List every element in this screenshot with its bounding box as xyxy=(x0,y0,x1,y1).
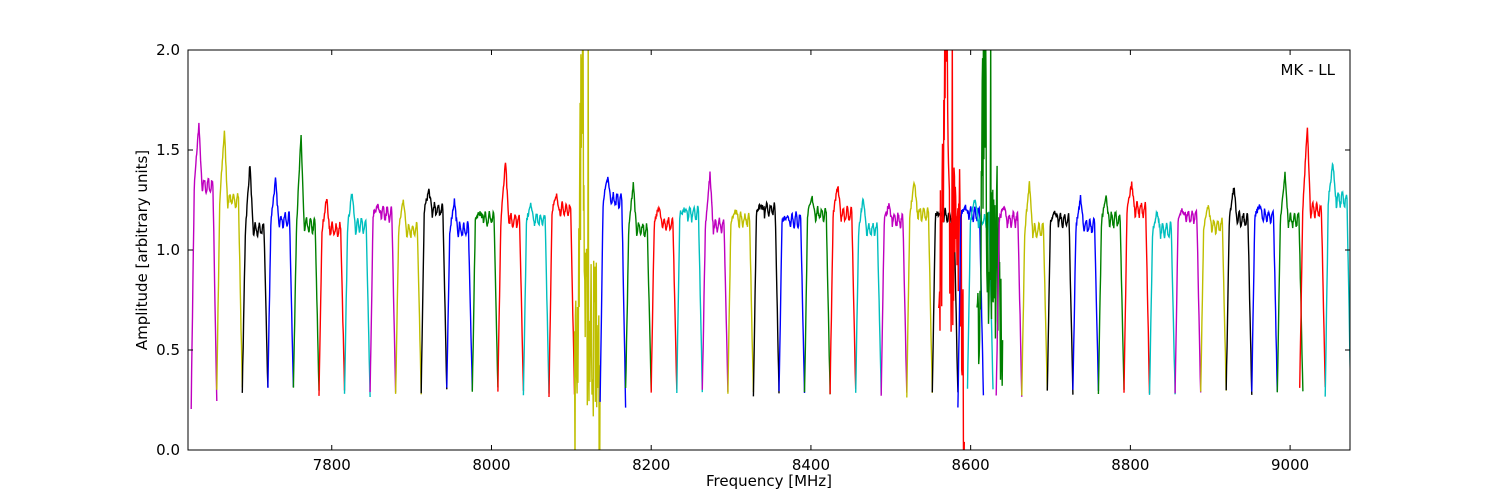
channel-series-line-14 xyxy=(548,193,576,398)
channel-series-line-15 xyxy=(573,50,601,450)
channel-series-line-22 xyxy=(752,200,780,397)
channel-series-line-9 xyxy=(420,188,448,394)
channel-series-line-24 xyxy=(803,195,831,395)
channel-series-line-34 xyxy=(995,205,1023,397)
channel-series-line-23 xyxy=(778,211,806,394)
channel-series-line-21 xyxy=(727,209,755,394)
channel-series-line-10 xyxy=(446,198,473,391)
channel-series-line-4 xyxy=(292,134,320,391)
channel-series-line-36 xyxy=(1046,210,1074,395)
channel-series-line-32 xyxy=(966,199,994,390)
channel-series-line-6 xyxy=(343,193,371,398)
channel-series-line-2 xyxy=(241,165,269,393)
channel-series-line-16 xyxy=(599,176,627,408)
y-tick-label: 0.0 xyxy=(156,441,180,459)
x-tick-label: 8800 xyxy=(1111,456,1149,474)
channel-series-line-7 xyxy=(369,203,397,393)
channel-series-line-38 xyxy=(1097,195,1125,395)
channel-series-line-5 xyxy=(318,198,346,396)
channel-series-line-40 xyxy=(1148,209,1176,395)
channel-series-line-31 xyxy=(957,204,985,408)
x-tick-label: 8600 xyxy=(952,456,990,474)
channel-series-line-35 xyxy=(1021,181,1048,396)
channel-series-line-44 xyxy=(1251,204,1278,392)
y-tick-label: 2.0 xyxy=(156,41,180,59)
y-axis-ticks: 0.0 0.5 1.0 1.5 2.0 xyxy=(156,41,1350,459)
y-axis-label: Amplitude [arbitrary units] xyxy=(133,150,151,350)
channel-series-line-30 xyxy=(938,50,965,450)
channel-series-line-46 xyxy=(1299,127,1326,388)
channel-series-line-20 xyxy=(701,171,729,392)
channel-series-line-18 xyxy=(650,205,678,393)
x-axis-ticks: 7800 8000 8200 8400 8600 8800 9000 xyxy=(313,50,1309,474)
channel-series-line-19 xyxy=(676,204,703,394)
x-tick-label: 8400 xyxy=(792,456,830,474)
y-tick-label: 1.5 xyxy=(156,141,180,159)
x-tick-label: 9000 xyxy=(1271,456,1309,474)
x-tick-label: 7800 xyxy=(313,456,351,474)
x-axis-label: Frequency [MHz] xyxy=(706,472,832,490)
y-tick-label: 0.5 xyxy=(156,341,180,359)
channel-series-line-28 xyxy=(906,180,933,398)
channel-series-line-26 xyxy=(855,197,882,395)
channel-series-line-25 xyxy=(829,186,857,395)
channel-series-line-1 xyxy=(216,130,243,390)
channel-series-line-37 xyxy=(1072,194,1100,391)
channel-series-line-27 xyxy=(880,203,908,396)
channel-series-line-17 xyxy=(624,182,652,391)
channel-series-line-8 xyxy=(394,199,422,395)
channel-series-line-47 xyxy=(1324,161,1350,397)
channel-series-line-3 xyxy=(267,177,295,388)
channel-series-line-11 xyxy=(471,209,499,392)
channel-series-line-42 xyxy=(1200,205,1227,392)
baseline-annotation: MK - LL xyxy=(1281,61,1336,79)
series-layer xyxy=(190,50,1350,450)
plot-area xyxy=(188,50,1350,450)
x-tick-label: 8200 xyxy=(632,456,670,474)
channel-series-line-12 xyxy=(497,162,525,392)
y-tick-label: 1.0 xyxy=(156,241,180,259)
channel-series-line-43 xyxy=(1225,187,1253,395)
channel-series-line-45 xyxy=(1276,171,1304,393)
channel-series-line-0 xyxy=(190,122,218,410)
channel-series-line-41 xyxy=(1174,208,1202,394)
x-tick-label: 8000 xyxy=(472,456,510,474)
channel-series-line-13 xyxy=(522,202,550,396)
channel-series-line-39 xyxy=(1123,181,1151,394)
